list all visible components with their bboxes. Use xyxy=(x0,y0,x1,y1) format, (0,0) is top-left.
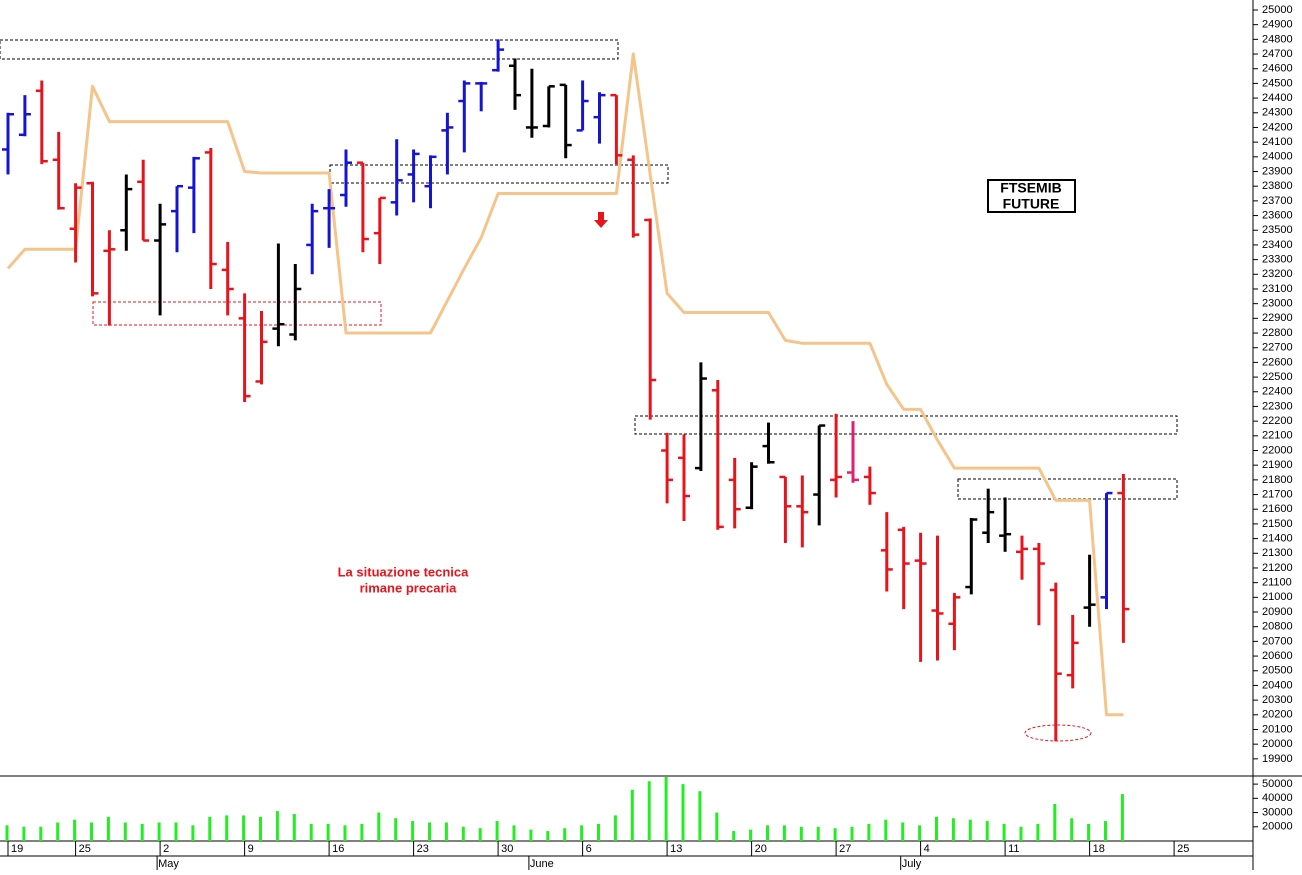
y-tick-label: 24300 xyxy=(1262,107,1293,119)
y-tick-label: 20500 xyxy=(1262,665,1293,677)
y-tick-label: 24400 xyxy=(1262,92,1293,104)
stop-line xyxy=(6,52,1124,717)
y-tick-label: 22200 xyxy=(1262,415,1293,427)
month-label: July xyxy=(902,858,922,870)
y-tick-label: 22100 xyxy=(1262,430,1293,442)
y-tick-label: 22400 xyxy=(1262,386,1293,398)
x-tick-label: 30 xyxy=(501,843,513,855)
x-tick-label: 11 xyxy=(1008,843,1019,855)
y-tick-label: 23300 xyxy=(1262,254,1293,266)
y-tick-label: 23600 xyxy=(1262,209,1293,221)
y-tick-label: 24800 xyxy=(1262,33,1293,45)
x-tick-label: 25 xyxy=(79,843,91,855)
y-tick-label: 24900 xyxy=(1262,19,1293,31)
y-tick-label: 24500 xyxy=(1262,77,1293,89)
y-tick-label: 24100 xyxy=(1262,136,1293,148)
y-tick-label: 21200 xyxy=(1262,562,1293,574)
y-tick-label: 20600 xyxy=(1262,650,1293,662)
y-tick-label: 21000 xyxy=(1262,591,1293,603)
y-tick-label: 20000 xyxy=(1262,821,1293,833)
x-tick-label: 25 xyxy=(1177,843,1189,855)
y-tick-label: 20200 xyxy=(1262,709,1293,721)
y-tick-label: 21400 xyxy=(1262,533,1293,545)
x-tick-label: 6 xyxy=(586,843,592,855)
y-tick-label: 20900 xyxy=(1262,606,1293,618)
x-tick-label: 20 xyxy=(755,843,767,855)
y-tick-label: 23500 xyxy=(1262,224,1293,236)
low-marker xyxy=(1024,724,1092,742)
y-tick-label: 21100 xyxy=(1262,577,1292,589)
y-tick-label: 20000 xyxy=(1262,738,1293,750)
annotation: rimane precaria xyxy=(360,580,458,595)
y-tick-label: 21900 xyxy=(1262,459,1293,471)
y-tick-label: 25000 xyxy=(1262,4,1293,16)
instrument-label: FUTURE xyxy=(1003,196,1060,212)
x-tick-label: 9 xyxy=(248,843,254,855)
y-tick-label: 22500 xyxy=(1262,371,1293,383)
y-tick-label: 23200 xyxy=(1262,268,1293,280)
y-tick-label: 20100 xyxy=(1262,723,1293,735)
y-tick-label: 23800 xyxy=(1262,180,1293,192)
x-tick-label: 2 xyxy=(163,843,169,855)
y-tick-label: 23900 xyxy=(1262,165,1293,177)
x-tick-label: 4 xyxy=(924,843,930,855)
y-tick-label: 21800 xyxy=(1262,474,1293,486)
y-tick-label: 21700 xyxy=(1262,488,1293,500)
annotation: La situazione tecnica xyxy=(338,564,470,579)
y-tick-label: 23100 xyxy=(1262,283,1293,295)
y-tick-label: 19900 xyxy=(1262,753,1293,765)
y-tick-label: 22600 xyxy=(1262,356,1293,368)
y-tick-label: 22900 xyxy=(1262,312,1293,324)
y-tick-label: 50000 xyxy=(1262,778,1293,790)
y-tick-label: 22000 xyxy=(1262,444,1293,456)
y-tick-label: 20400 xyxy=(1262,679,1293,691)
y-tick-label: 21600 xyxy=(1262,503,1293,515)
x-tick-label: 18 xyxy=(1093,843,1105,855)
y-tick-label: 21500 xyxy=(1262,518,1293,530)
y-tick-label: 24200 xyxy=(1262,121,1293,133)
instrument-label: FTSEMIB xyxy=(1000,180,1061,196)
x-tick-label: 27 xyxy=(839,843,851,855)
y-tick-label: 40000 xyxy=(1262,792,1293,804)
month-label: May xyxy=(158,858,179,870)
y-tick-label: 24700 xyxy=(1262,48,1293,60)
level-box xyxy=(92,301,382,326)
y-tick-label: 24600 xyxy=(1262,63,1293,75)
x-tick-label: 23 xyxy=(417,843,429,855)
level-box xyxy=(0,39,619,60)
y-tick-label: 23700 xyxy=(1262,195,1293,207)
level-box xyxy=(957,478,1178,500)
y-tick-label: 22700 xyxy=(1262,342,1293,354)
y-tick-label: 20300 xyxy=(1262,694,1293,706)
y-tick-label: 23400 xyxy=(1262,239,1293,251)
y-tick-label: 24000 xyxy=(1262,151,1293,163)
y-tick-label: 30000 xyxy=(1262,806,1293,818)
y-tick-label: 21300 xyxy=(1262,547,1293,559)
label-box xyxy=(987,179,1076,213)
x-tick-label: 16 xyxy=(332,843,344,855)
x-tick-label: 13 xyxy=(670,843,682,855)
y-tick-label: 22300 xyxy=(1262,400,1293,412)
y-tick-label: 20800 xyxy=(1262,621,1293,633)
y-tick-label: 20700 xyxy=(1262,635,1293,647)
month-label: June xyxy=(530,858,554,870)
down-arrow xyxy=(594,212,608,228)
y-tick-label: 22800 xyxy=(1262,327,1293,339)
y-tick-label: 23000 xyxy=(1262,298,1293,310)
level-box xyxy=(634,415,1178,435)
x-tick-label: 19 xyxy=(11,843,23,855)
